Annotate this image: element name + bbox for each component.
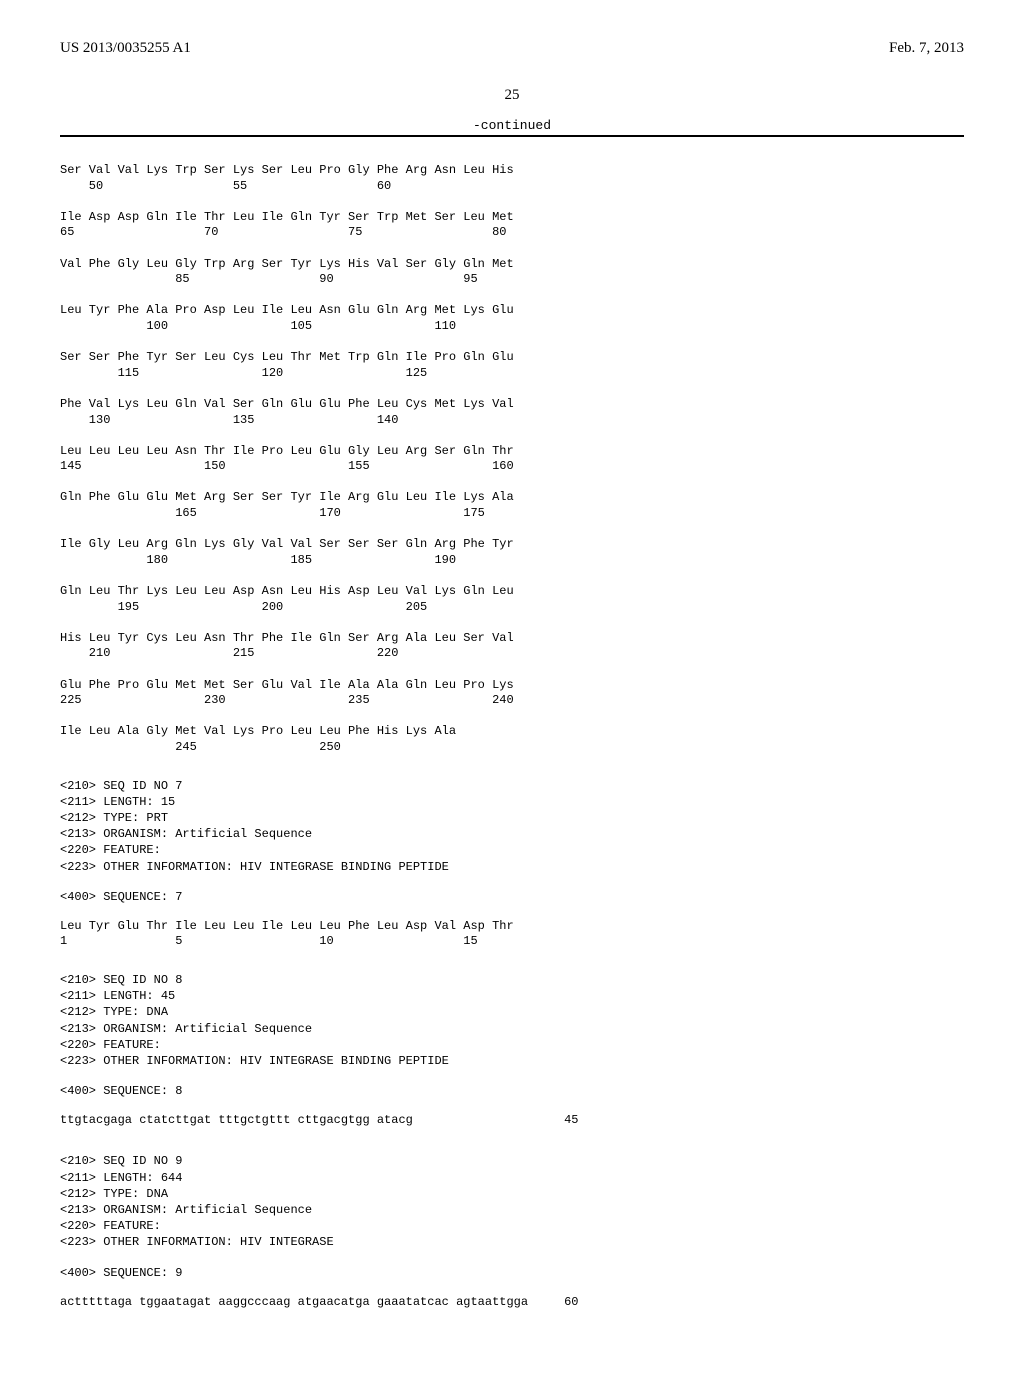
publication-number: US 2013/0035255 A1	[60, 40, 191, 57]
seq-9-metadata: <210> SEQ ID NO 9 <211> LENGTH: 644 <212…	[60, 1153, 964, 1250]
dna-sequence-9: actttttaga tggaatagat aaggcccaag atgaaca…	[60, 1295, 964, 1309]
protein-sequence-6-continued: Ser Val Val Lys Trp Ser Lys Ser Leu Pro …	[60, 163, 964, 756]
continued-label: -continued	[60, 118, 964, 133]
page-number: 25	[60, 87, 964, 104]
page-header: US 2013/0035255 A1 Feb. 7, 2013	[60, 40, 964, 57]
seq-9-sequence-label: <400> SEQUENCE: 9	[60, 1265, 964, 1281]
protein-sequence-7: Leu Tyr Glu Thr Ile Leu Leu Ile Leu Leu …	[60, 919, 964, 950]
publication-date: Feb. 7, 2013	[889, 40, 964, 57]
dna-sequence-8: ttgtacgaga ctatcttgat tttgctgttt cttgacg…	[60, 1113, 964, 1127]
seq-8-metadata: <210> SEQ ID NO 8 <211> LENGTH: 45 <212>…	[60, 972, 964, 1069]
seq-8-sequence-label: <400> SEQUENCE: 8	[60, 1083, 964, 1099]
horizontal-rule	[60, 135, 964, 137]
seq-7-metadata: <210> SEQ ID NO 7 <211> LENGTH: 15 <212>…	[60, 778, 964, 875]
seq-7-sequence-label: <400> SEQUENCE: 7	[60, 889, 964, 905]
